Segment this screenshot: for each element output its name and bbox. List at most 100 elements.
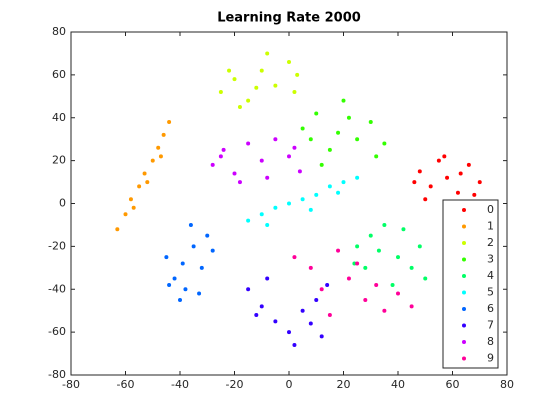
point bbox=[232, 171, 237, 176]
point bbox=[273, 83, 278, 88]
point bbox=[180, 261, 185, 266]
point bbox=[287, 154, 291, 159]
legend-marker bbox=[462, 323, 466, 328]
point bbox=[246, 98, 251, 103]
point bbox=[218, 154, 223, 159]
point bbox=[417, 169, 422, 174]
point bbox=[292, 90, 297, 95]
point bbox=[197, 291, 202, 296]
point bbox=[246, 218, 251, 223]
point bbox=[295, 72, 300, 77]
x-tick-label: -20 bbox=[226, 378, 244, 391]
point bbox=[300, 308, 305, 313]
point bbox=[300, 126, 305, 131]
x-tick-label: 80 bbox=[500, 378, 514, 391]
point bbox=[346, 276, 351, 281]
point bbox=[336, 190, 341, 195]
point bbox=[254, 312, 259, 317]
point bbox=[390, 282, 395, 287]
point bbox=[161, 132, 166, 137]
point bbox=[115, 227, 120, 232]
point bbox=[396, 291, 400, 296]
point bbox=[396, 255, 400, 260]
point bbox=[246, 287, 251, 292]
point bbox=[300, 197, 305, 202]
legend-label: 6 bbox=[487, 302, 494, 315]
point bbox=[273, 137, 278, 142]
point bbox=[178, 297, 182, 302]
x-tick-label: -40 bbox=[171, 378, 189, 391]
point bbox=[336, 130, 341, 135]
point bbox=[205, 233, 210, 238]
point bbox=[428, 184, 433, 189]
axes-box bbox=[70, 31, 508, 376]
legend-label: 3 bbox=[487, 253, 494, 266]
point bbox=[314, 192, 319, 197]
point bbox=[265, 51, 270, 56]
y-tick-label: -60 bbox=[48, 325, 66, 338]
legend-label: 2 bbox=[487, 236, 494, 249]
point bbox=[355, 244, 360, 249]
legend-marker bbox=[462, 241, 466, 245]
point bbox=[327, 312, 332, 317]
point bbox=[319, 287, 324, 292]
legend-marker bbox=[462, 340, 466, 344]
x-tick-label: -80 bbox=[62, 378, 80, 391]
x-tick-label: 0 bbox=[286, 378, 293, 391]
point bbox=[210, 248, 215, 253]
point bbox=[319, 334, 324, 339]
point bbox=[265, 175, 270, 180]
legend-label: 7 bbox=[487, 319, 494, 332]
legend-label: 0 bbox=[487, 203, 494, 216]
point bbox=[292, 145, 297, 150]
point bbox=[336, 248, 341, 253]
legend-box bbox=[442, 199, 499, 369]
point bbox=[442, 154, 447, 159]
point bbox=[273, 205, 278, 210]
point bbox=[355, 137, 360, 142]
point bbox=[237, 105, 242, 110]
point bbox=[287, 60, 291, 65]
point bbox=[401, 227, 406, 232]
point bbox=[237, 180, 242, 185]
point bbox=[259, 212, 264, 217]
chart-title: Learning Rate 2000 bbox=[217, 11, 361, 26]
legend-label: 8 bbox=[487, 335, 494, 348]
legend-label: 1 bbox=[487, 220, 494, 233]
point bbox=[341, 180, 346, 185]
point bbox=[458, 171, 463, 176]
x-tick-label: 60 bbox=[446, 378, 460, 391]
point bbox=[273, 319, 278, 324]
x-tick-label: 40 bbox=[391, 378, 405, 391]
point bbox=[472, 192, 477, 197]
y-tick-label: 80 bbox=[52, 25, 66, 38]
point bbox=[314, 111, 319, 116]
point bbox=[167, 282, 172, 287]
point bbox=[246, 141, 251, 146]
point bbox=[325, 282, 330, 287]
point bbox=[382, 222, 387, 227]
point bbox=[287, 201, 291, 206]
point bbox=[172, 276, 177, 281]
point bbox=[265, 276, 270, 281]
legend-marker bbox=[462, 257, 466, 262]
point bbox=[319, 162, 324, 167]
point bbox=[327, 184, 332, 189]
point bbox=[164, 255, 169, 260]
point bbox=[265, 222, 270, 227]
point bbox=[287, 330, 291, 335]
point bbox=[374, 282, 379, 287]
legend-marker bbox=[462, 274, 466, 278]
point bbox=[183, 287, 188, 292]
point bbox=[259, 68, 264, 73]
point bbox=[308, 265, 313, 270]
point bbox=[218, 90, 223, 95]
point bbox=[142, 171, 147, 176]
point bbox=[412, 180, 417, 185]
point bbox=[232, 77, 237, 82]
legend-marker bbox=[462, 224, 466, 229]
point bbox=[423, 197, 428, 202]
point bbox=[346, 115, 351, 120]
point bbox=[409, 304, 414, 309]
